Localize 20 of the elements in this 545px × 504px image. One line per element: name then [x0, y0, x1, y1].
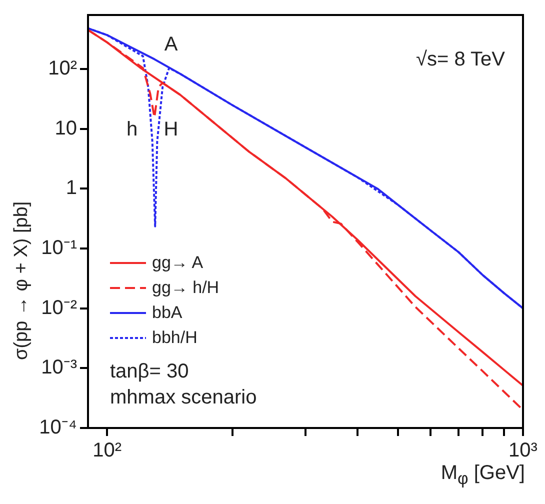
y-tick-label: 10⁻³ [41, 356, 78, 379]
y-tick-label: 10 [54, 117, 77, 140]
y-tick-label: 10⁻¹ [41, 237, 78, 260]
x-axis-title: M$_{φ}$ [GeV] [440, 462, 525, 489]
legend-label: gg→ h/H [152, 278, 220, 298]
annotation: mhmax scenario [110, 386, 257, 409]
annotation: A [164, 34, 178, 56]
y-tick-label: 10⁻² [41, 296, 78, 319]
y-tick-label: 10² [48, 58, 78, 80]
annotation: H [164, 118, 178, 141]
annotation: h [126, 118, 138, 141]
y-tick-label: 1 [66, 177, 77, 200]
legend-label: gg→ A [152, 252, 204, 272]
legend-label: bbh/H [152, 328, 198, 348]
y-axis-title: σ(pp → φ + X) [pb] [11, 201, 33, 360]
annotation: tanβ= 30 [110, 360, 189, 383]
legend-label: bbA [152, 302, 182, 322]
annotation: √s= 8 TeV [416, 48, 506, 71]
x-tick-label: 10³ [508, 440, 538, 462]
y-tick-label: 10⁻⁴ [39, 416, 77, 439]
